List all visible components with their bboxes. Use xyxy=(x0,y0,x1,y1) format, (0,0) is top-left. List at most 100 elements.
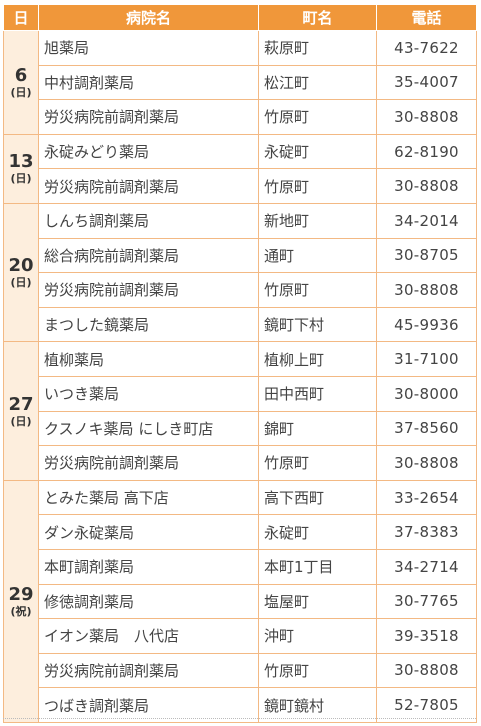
table-row: 6 (日) 旭薬局 萩原町 43-7622 xyxy=(3,30,477,135)
pharmacy-name-cell: 植柳薬局 xyxy=(38,341,259,377)
tel-cell: 30-8000 xyxy=(376,375,477,412)
town-cell: 萩原町 xyxy=(258,30,377,66)
town-cell: 沖町 xyxy=(258,618,377,654)
day-weekday: (日) xyxy=(10,414,32,428)
header-name: 病院名 xyxy=(38,4,259,31)
tel-cell: 37-8383 xyxy=(376,514,477,550)
town-cell: 永碇町 xyxy=(258,133,377,170)
town-cell: 永碇町 xyxy=(258,514,377,550)
pharmacy-name-cell: 修徳調剤薬局 xyxy=(38,583,259,620)
day-number: 20 xyxy=(8,255,34,277)
pharmacy-name-cell: 労災病院前調剤薬局 xyxy=(38,168,259,204)
table-row: クスノキ薬局 にしき町店 錦町 37-8560 xyxy=(4,410,477,447)
tel-cell: 30-8808 xyxy=(376,652,477,689)
town-cell: 竹原町 xyxy=(258,445,377,481)
town-cell: 通町 xyxy=(258,237,377,274)
town-cell: 竹原町 xyxy=(258,652,377,689)
day-weekday: (日) xyxy=(10,172,32,186)
table-row: いつき薬局 田中西町 30-8000 xyxy=(4,375,477,412)
tel-cell: 37-8560 xyxy=(376,410,477,447)
table-row: 労災病院前調剤薬局 竹原町 30-8808 xyxy=(4,99,477,135)
table-row: 総合病院前調剤薬局 通町 30-8705 xyxy=(4,237,477,274)
table-header-row: 日 病院名 町名 電話 xyxy=(3,4,477,31)
pharmacy-name-cell: クスノキ薬局 にしき町店 xyxy=(38,410,259,447)
pharmacy-name-cell: つばき調剤薬局 xyxy=(38,687,259,723)
table-row: 13 (日) 永碇みどり薬局 永碇町 62-8190 xyxy=(3,133,477,204)
town-cell: 松江町 xyxy=(258,64,377,101)
pharmacy-name-cell: まつした鏡薬局 xyxy=(38,306,259,343)
town-cell: 塩屋町 xyxy=(258,583,377,620)
day-number: 6 xyxy=(14,64,28,86)
tel-cell: 30-8808 xyxy=(376,168,477,204)
table-row: まつした鏡薬局 鏡町下村 45-9936 xyxy=(4,306,477,343)
header-day: 日 xyxy=(3,4,39,31)
tel-cell: 30-8705 xyxy=(376,237,477,274)
table-row: 労災病院前調剤薬局 竹原町 30-8808 xyxy=(4,652,477,689)
pharmacy-name-cell: 中村調剤薬局 xyxy=(38,64,259,101)
town-cell: 竹原町 xyxy=(258,272,377,308)
pharmacy-name-cell: 労災病院前調剤薬局 xyxy=(38,445,259,481)
table-body: 6 (日) 旭薬局 萩原町 43-7622 中村調剤薬局 松江町 35-4007 労災病院前調剤… xyxy=(3,30,477,723)
town-cell: 鏡町鏡村 xyxy=(258,687,377,723)
pharmacy-name-cell: 労災病院前調剤薬局 xyxy=(38,652,259,689)
town-cell: 田中西町 xyxy=(258,375,377,412)
tel-cell: 30-8808 xyxy=(376,445,477,481)
day-number: 27 xyxy=(8,393,34,415)
tel-cell: 35-4007 xyxy=(376,64,477,101)
town-cell: 鏡町下村 xyxy=(258,306,377,343)
day-number: 29 xyxy=(8,583,34,605)
tel-cell: 30-8808 xyxy=(376,272,477,308)
pharmacy-name-cell: ダン永碇薬局 xyxy=(38,514,259,550)
day-cell: 6 (日) xyxy=(3,30,39,135)
day-number: 13 xyxy=(8,151,34,173)
pharmacy-name-cell: とみた薬局 高下店 xyxy=(38,479,259,516)
table-row: 20 (日) しんち調剤薬局 新地町 34-2014 xyxy=(3,202,477,343)
tel-cell: 52-7805 xyxy=(376,687,477,723)
tel-cell: 33-2654 xyxy=(376,479,477,516)
table-row: 中村調剤薬局 松江町 35-4007 xyxy=(4,64,477,101)
header-town: 町名 xyxy=(258,4,377,31)
table-row: つばき調剤薬局 鏡町鏡村 52-7805 xyxy=(4,687,477,723)
town-cell: 高下西町 xyxy=(258,479,377,516)
tel-cell: 34-2714 xyxy=(376,548,477,585)
table-row: 労災病院前調剤薬局 竹原町 30-8808 xyxy=(4,445,477,481)
tel-cell: 45-9936 xyxy=(376,306,477,343)
table-row: 修徳調剤薬局 塩屋町 30-7765 xyxy=(4,583,477,620)
day-weekday: (日) xyxy=(10,276,32,290)
pharmacy-name-cell: 永碇みどり薬局 xyxy=(38,133,259,170)
table-row: イオン薬局 八代店 沖町 39-3518 xyxy=(4,618,477,654)
town-cell: 植柳上町 xyxy=(258,341,377,377)
table-row: 労災病院前調剤薬局 竹原町 30-8808 xyxy=(4,168,477,204)
tel-cell: 31-7100 xyxy=(376,341,477,377)
table-row: ダン永碇薬局 永碇町 37-8383 xyxy=(4,514,477,550)
town-cell: 竹原町 xyxy=(258,168,377,204)
pharmacy-name-cell: いつき薬局 xyxy=(38,375,259,412)
pharmacy-name-cell: 労災病院前調剤薬局 xyxy=(38,99,259,135)
town-cell: 竹原町 xyxy=(258,99,377,135)
tel-cell: 43-7622 xyxy=(376,30,477,66)
table-row: 労災病院前調剤薬局 竹原町 30-8808 xyxy=(4,272,477,308)
pharmacy-name-cell: 労災病院前調剤薬局 xyxy=(38,272,259,308)
pharmacy-name-cell: 本町調剤薬局 xyxy=(38,548,259,585)
tel-cell: 62-8190 xyxy=(376,133,477,170)
town-cell: 錦町 xyxy=(258,410,377,447)
tel-cell: 39-3518 xyxy=(376,618,477,654)
table-row: 本町調剤薬局 本町1丁目 34-2714 xyxy=(4,548,477,585)
tel-cell: 34-2014 xyxy=(376,202,477,239)
day-cell: 20 (日) xyxy=(3,202,39,343)
town-cell: 新地町 xyxy=(258,202,377,239)
pharmacy-name-cell: 旭薬局 xyxy=(38,30,259,66)
table-row: 29 (祝) とみた薬局 高下店 高下西町 33-2654 xyxy=(3,479,477,723)
tel-cell: 30-7765 xyxy=(376,583,477,620)
pharmacy-name-cell: イオン薬局 八代店 xyxy=(38,618,259,654)
day-weekday: (祝) xyxy=(10,604,32,618)
pharmacy-name-cell: 総合病院前調剤薬局 xyxy=(38,237,259,274)
table-row: 27 (日) 植柳薬局 植柳上町 31-7100 xyxy=(3,341,477,481)
day-cell: 27 (日) xyxy=(3,341,39,481)
town-cell: 本町1丁目 xyxy=(258,548,377,585)
day-cell: 13 (日) xyxy=(3,133,39,204)
bottom-divider xyxy=(3,718,476,723)
tel-cell: 30-8808 xyxy=(376,99,477,135)
pharmacy-schedule-table: 日 病院名 町名 電話 6 (日) 旭薬局 萩原町 43-7622 中村調剤薬局 松江町 35… xyxy=(3,4,477,723)
day-weekday: (日) xyxy=(10,85,32,99)
